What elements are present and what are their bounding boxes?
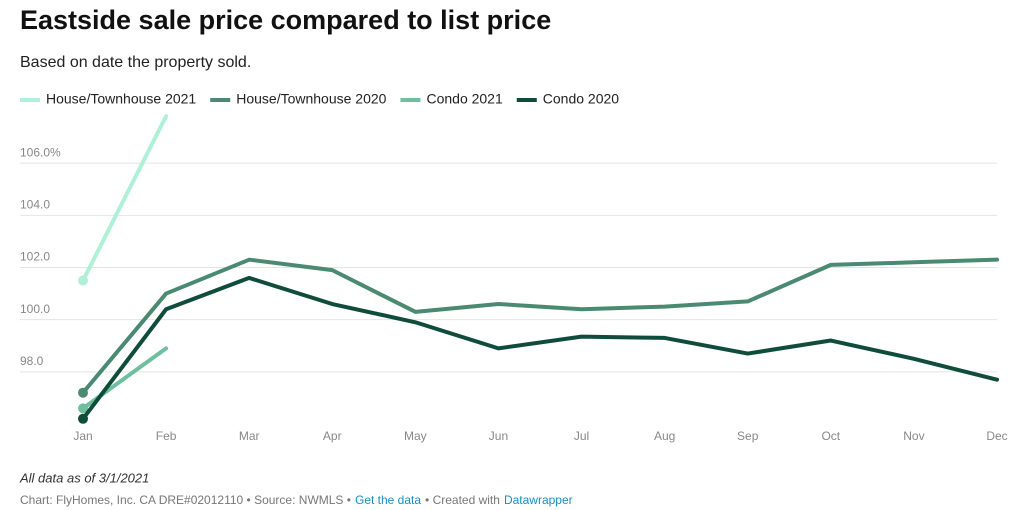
start-dot xyxy=(78,413,88,424)
start-dot xyxy=(78,275,88,286)
x-tick-label: Dec xyxy=(986,429,1007,443)
legend-label: Condo 2021 xyxy=(426,91,503,107)
x-tick-label: Sep xyxy=(737,429,759,443)
note: All data as of 3/1/2021 xyxy=(19,470,149,485)
chart-subtitle: Based on date the property sold. xyxy=(20,54,251,71)
x-tick-label: Oct xyxy=(821,429,840,443)
y-tick-label: 104.0 xyxy=(20,198,50,212)
x-tick-label: Nov xyxy=(903,429,924,443)
x-tick-label: Jul xyxy=(574,429,589,443)
y-tick-label: 100.0 xyxy=(20,302,50,316)
series-line xyxy=(81,275,999,421)
credit-text: Chart: FlyHomes, Inc. CA DRE#02012110 • … xyxy=(20,493,351,507)
y-tick-label: 98.0 xyxy=(20,354,44,368)
start-dot xyxy=(78,403,88,414)
series-line xyxy=(81,114,169,283)
legend-label: House/Townhouse 2020 xyxy=(236,91,386,107)
x-tick-label: Jun xyxy=(489,429,508,443)
chart-title: Eastside sale price compared to list pri… xyxy=(20,5,551,35)
y-tick-label: 102.0 xyxy=(20,250,50,264)
start-dot xyxy=(78,387,88,398)
series-line xyxy=(81,257,999,395)
y-tick-label: 106.0% xyxy=(20,145,61,159)
x-tick-label: Jan xyxy=(73,429,92,443)
x-tick-label: Mar xyxy=(239,429,260,443)
x-tick-label: Aug xyxy=(654,429,675,443)
legend-label: Condo 2020 xyxy=(543,91,620,107)
credit-link[interactable]: Get the data xyxy=(355,493,421,507)
x-tick-label: May xyxy=(404,429,427,443)
legend-label: House/Townhouse 2021 xyxy=(46,91,196,107)
credit-text: • Created with xyxy=(425,493,500,507)
x-tick-label: Feb xyxy=(156,429,177,443)
x-tick-label: Apr xyxy=(323,429,342,443)
credit-link[interactable]: Datawrapper xyxy=(504,493,573,507)
